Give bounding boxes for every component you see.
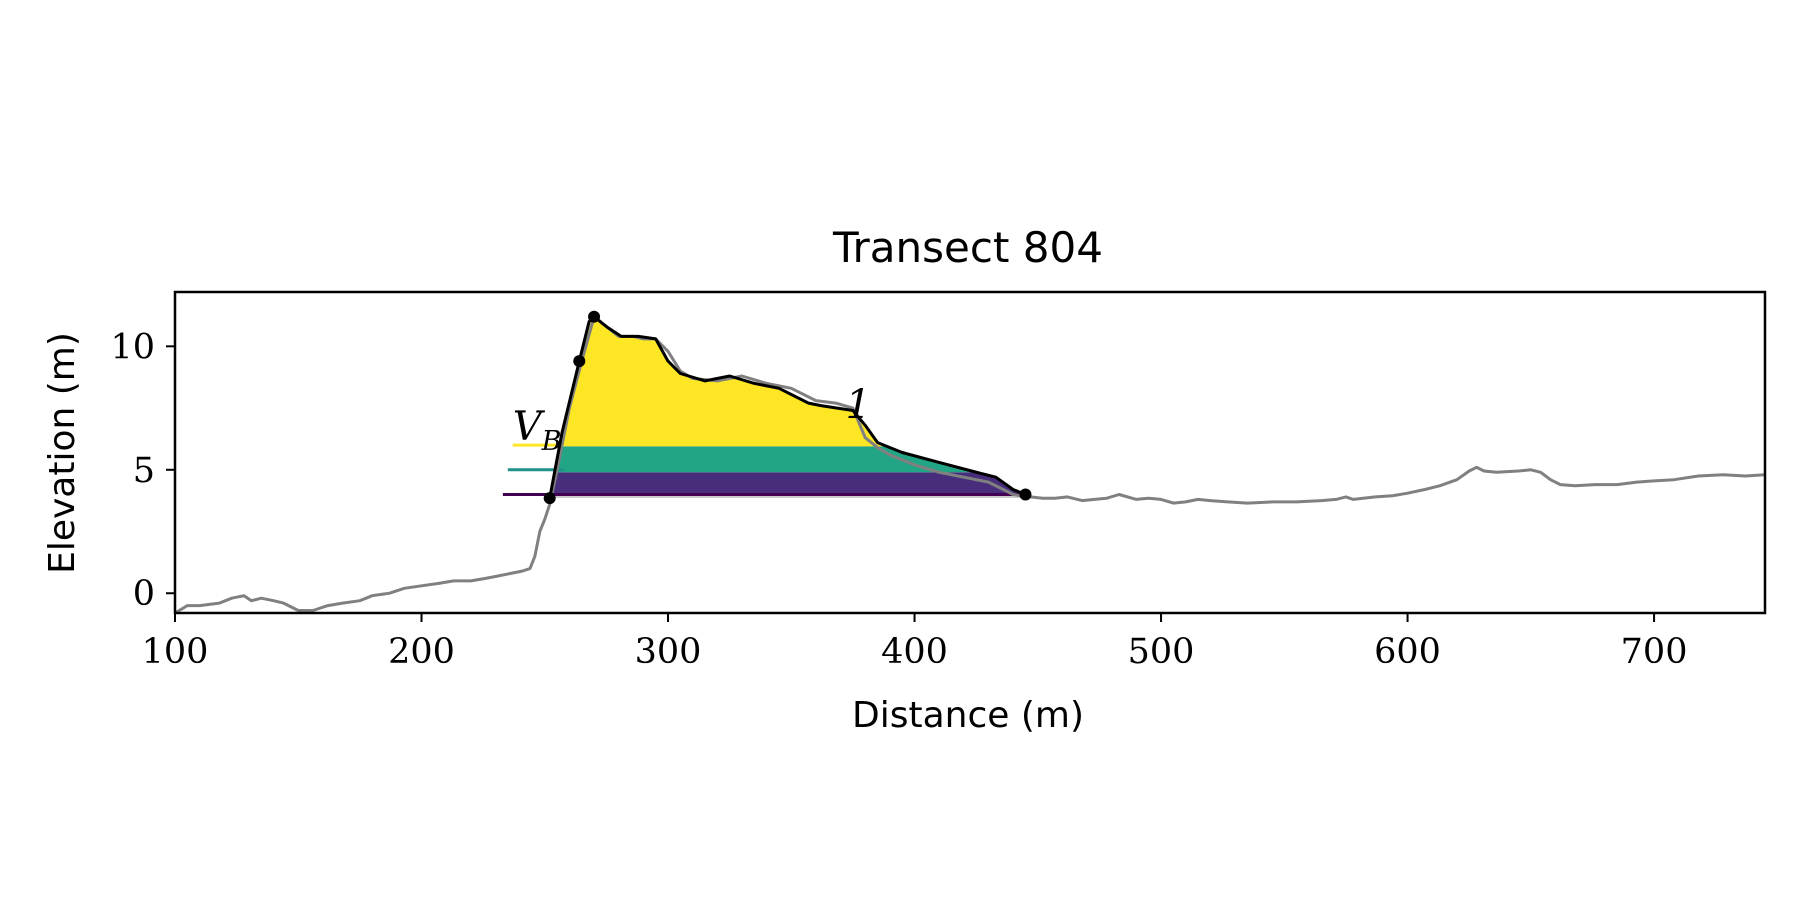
annotation-2: 1 (846, 382, 871, 428)
volume-band-2 (549, 446, 1026, 473)
volume-band-3 (549, 316, 1026, 447)
x-tick-label: 200 (388, 632, 455, 672)
y-tick-label: 0 (133, 574, 155, 614)
x-tick-label: 500 (1128, 632, 1195, 672)
x-tick-label: 300 (635, 632, 702, 672)
axes: 100 200 300 400 500 600 700 0 5 10 (110, 290, 1767, 672)
annotations: VB 1 (513, 382, 871, 457)
dune-point-1 (543, 492, 556, 505)
annotation-1: VB (513, 404, 562, 457)
profile-lines (175, 315, 1765, 613)
x-tick-label: 400 (881, 632, 948, 672)
dune-point-4 (1019, 488, 1032, 501)
dune-points (543, 310, 1032, 505)
plot-area: VB 1 (175, 310, 1765, 613)
profile-line (175, 315, 1765, 613)
x-tick-label: 700 (1621, 632, 1688, 672)
x-tick-label: 600 (1374, 632, 1441, 672)
y-tick-label: 5 (133, 451, 155, 491)
volume-bands (549, 316, 1026, 497)
y-axis-label: Elevation (m) (42, 332, 83, 574)
volume-band-1 (549, 472, 1026, 497)
x-tick-label: 100 (142, 632, 209, 672)
chart-title: Transect 804 (832, 223, 1103, 272)
x-axis-label: Distance (m) (852, 695, 1084, 736)
y-tick-label: 10 (110, 327, 155, 367)
dune-point-3 (588, 310, 601, 323)
plot-frame (173, 290, 1767, 615)
dune-point-2 (573, 355, 586, 368)
